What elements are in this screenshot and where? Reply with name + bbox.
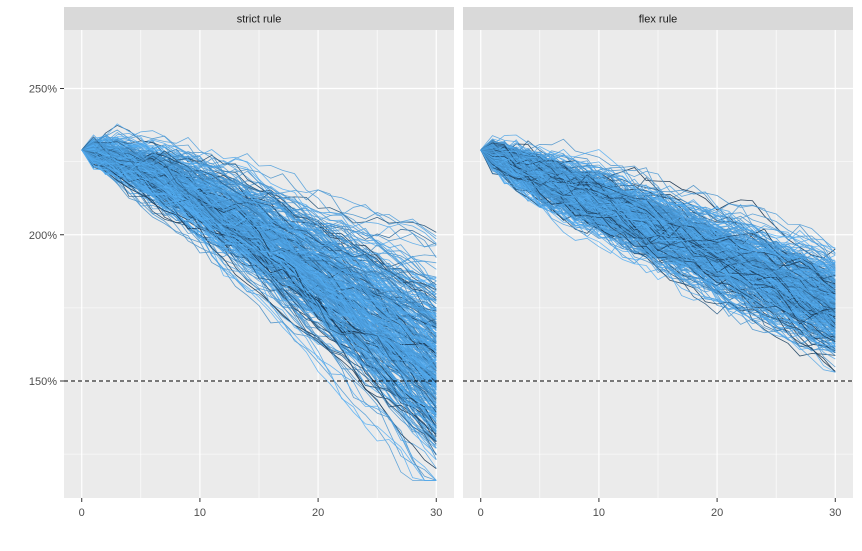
series-path	[480, 149, 836, 303]
series-path	[480, 149, 836, 332]
facet-panel-1: strict rule 0 10 20 30	[64, 7, 454, 519]
series-path	[480, 149, 836, 351]
series-path	[81, 145, 437, 323]
series-path	[480, 149, 836, 316]
series-path	[81, 149, 437, 470]
series-path	[81, 147, 437, 369]
y-tick-label: 150%	[29, 376, 57, 388]
series-path	[480, 149, 836, 297]
series-path	[81, 146, 437, 309]
series-path	[81, 133, 437, 460]
x-tick-label: 10	[194, 507, 206, 519]
y-axis: 150% 200% 250%	[29, 84, 64, 388]
series-paths	[81, 123, 437, 481]
series-path	[480, 142, 836, 285]
series-path	[81, 146, 437, 381]
x-tick-label: 30	[430, 507, 442, 519]
series-path	[480, 149, 836, 290]
facet-strip	[64, 7, 454, 30]
series-path	[81, 149, 437, 338]
x-tick-label: 20	[711, 507, 723, 519]
series-path	[480, 149, 836, 278]
y-tick-label: 200%	[29, 230, 57, 242]
facet-panel-2: flex rule 0 10 20 30	[463, 7, 853, 519]
series-path	[480, 149, 836, 277]
series-path	[81, 142, 437, 404]
series-path	[81, 149, 437, 426]
series-path	[81, 148, 437, 290]
x-tick-label: 0	[478, 507, 484, 519]
series-path	[81, 149, 437, 278]
series-path	[480, 148, 836, 276]
x-tick-label: 0	[79, 507, 85, 519]
series-path	[81, 148, 437, 285]
series-path	[480, 149, 836, 313]
series-path	[81, 149, 437, 428]
series-path	[81, 149, 437, 355]
series-path	[81, 149, 437, 481]
facet-strip-label: flex rule	[639, 14, 678, 26]
series-path	[81, 149, 437, 398]
series-path	[81, 143, 437, 298]
series-path	[480, 149, 836, 296]
x-tick-label: 30	[829, 507, 841, 519]
series-path	[81, 149, 437, 416]
series-path	[81, 129, 437, 317]
series-path	[480, 149, 836, 268]
x-tick-label: 20	[312, 507, 324, 519]
series-path	[81, 139, 437, 320]
series-path	[480, 149, 836, 343]
series-path	[81, 148, 437, 291]
series-path	[480, 149, 836, 317]
facet-strip	[463, 7, 853, 30]
series-paths	[480, 134, 836, 373]
series-path	[81, 149, 437, 351]
facet-strip-label: strict rule	[237, 14, 282, 26]
series-path	[480, 144, 836, 290]
y-tick-label: 250%	[29, 84, 57, 96]
series-path	[81, 149, 437, 364]
series-path	[81, 149, 437, 431]
series-path	[81, 149, 437, 365]
series-path	[480, 149, 836, 296]
series-path	[81, 149, 437, 382]
series-path	[480, 141, 836, 333]
series-path	[480, 149, 836, 373]
series-path	[480, 143, 836, 281]
x-tick-label: 10	[593, 507, 605, 519]
